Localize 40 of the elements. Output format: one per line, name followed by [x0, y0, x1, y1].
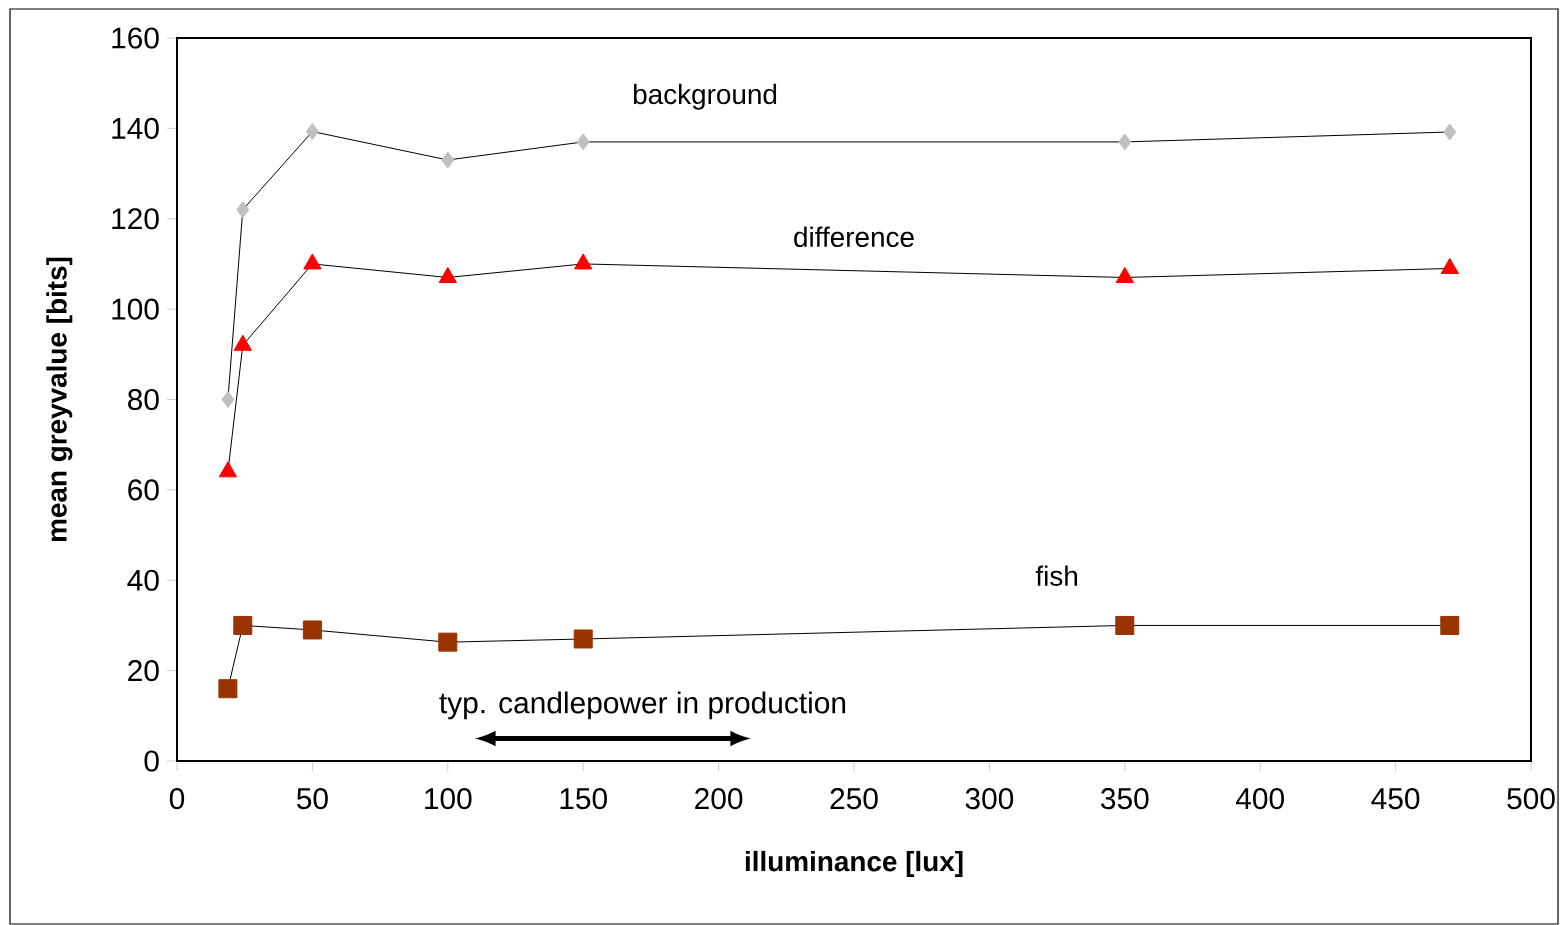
- point: [218, 679, 238, 699]
- y-tick-label: 20: [128, 660, 159, 682]
- point: [302, 620, 322, 640]
- y-tick-label: 100: [112, 298, 159, 320]
- point: [438, 632, 458, 652]
- point: [305, 123, 319, 141]
- x-tick-label: 350: [1101, 788, 1149, 810]
- y-tick-label: 40: [127, 569, 159, 591]
- x-tick-label: 100: [425, 788, 472, 810]
- x-tick-label: 150: [560, 788, 607, 810]
- y-tick-label: 140: [112, 117, 159, 139]
- x-tick-label: 450: [1371, 788, 1420, 810]
- point: [441, 151, 455, 169]
- y-tick-label: 0: [144, 750, 159, 772]
- point: [573, 629, 593, 649]
- point: [1443, 123, 1457, 141]
- x-tick-label: 500: [1507, 788, 1555, 810]
- x-axis-title: illuminance [lux]: [745, 850, 963, 877]
- y-tick-label: 120: [112, 208, 159, 230]
- x-tick-label: 300: [965, 788, 1014, 810]
- y-tick-label: 80: [128, 388, 159, 411]
- x-tick-label: 50: [296, 788, 328, 810]
- y-tick-label: 160: [112, 27, 159, 49]
- x-tick-label: 250: [830, 788, 878, 810]
- annotation: typ. candlepower in production: [439, 691, 846, 720]
- series-label: background: [633, 83, 777, 110]
- y-tick-label: 60: [128, 479, 159, 501]
- point: [576, 133, 590, 151]
- series-label: fish: [1035, 565, 1078, 586]
- x-tick-label: 200: [695, 788, 743, 810]
- y-axis-title: mean greyvalue [bits]: [46, 257, 73, 542]
- point: [233, 615, 253, 635]
- point: [221, 391, 235, 408]
- point: [1440, 615, 1460, 635]
- x-tick-label: 400: [1235, 788, 1284, 810]
- point: [236, 201, 250, 219]
- point: [1118, 133, 1132, 151]
- x-tick-label: 0: [169, 788, 185, 810]
- point: [1115, 615, 1135, 635]
- series-label: difference: [794, 226, 914, 248]
